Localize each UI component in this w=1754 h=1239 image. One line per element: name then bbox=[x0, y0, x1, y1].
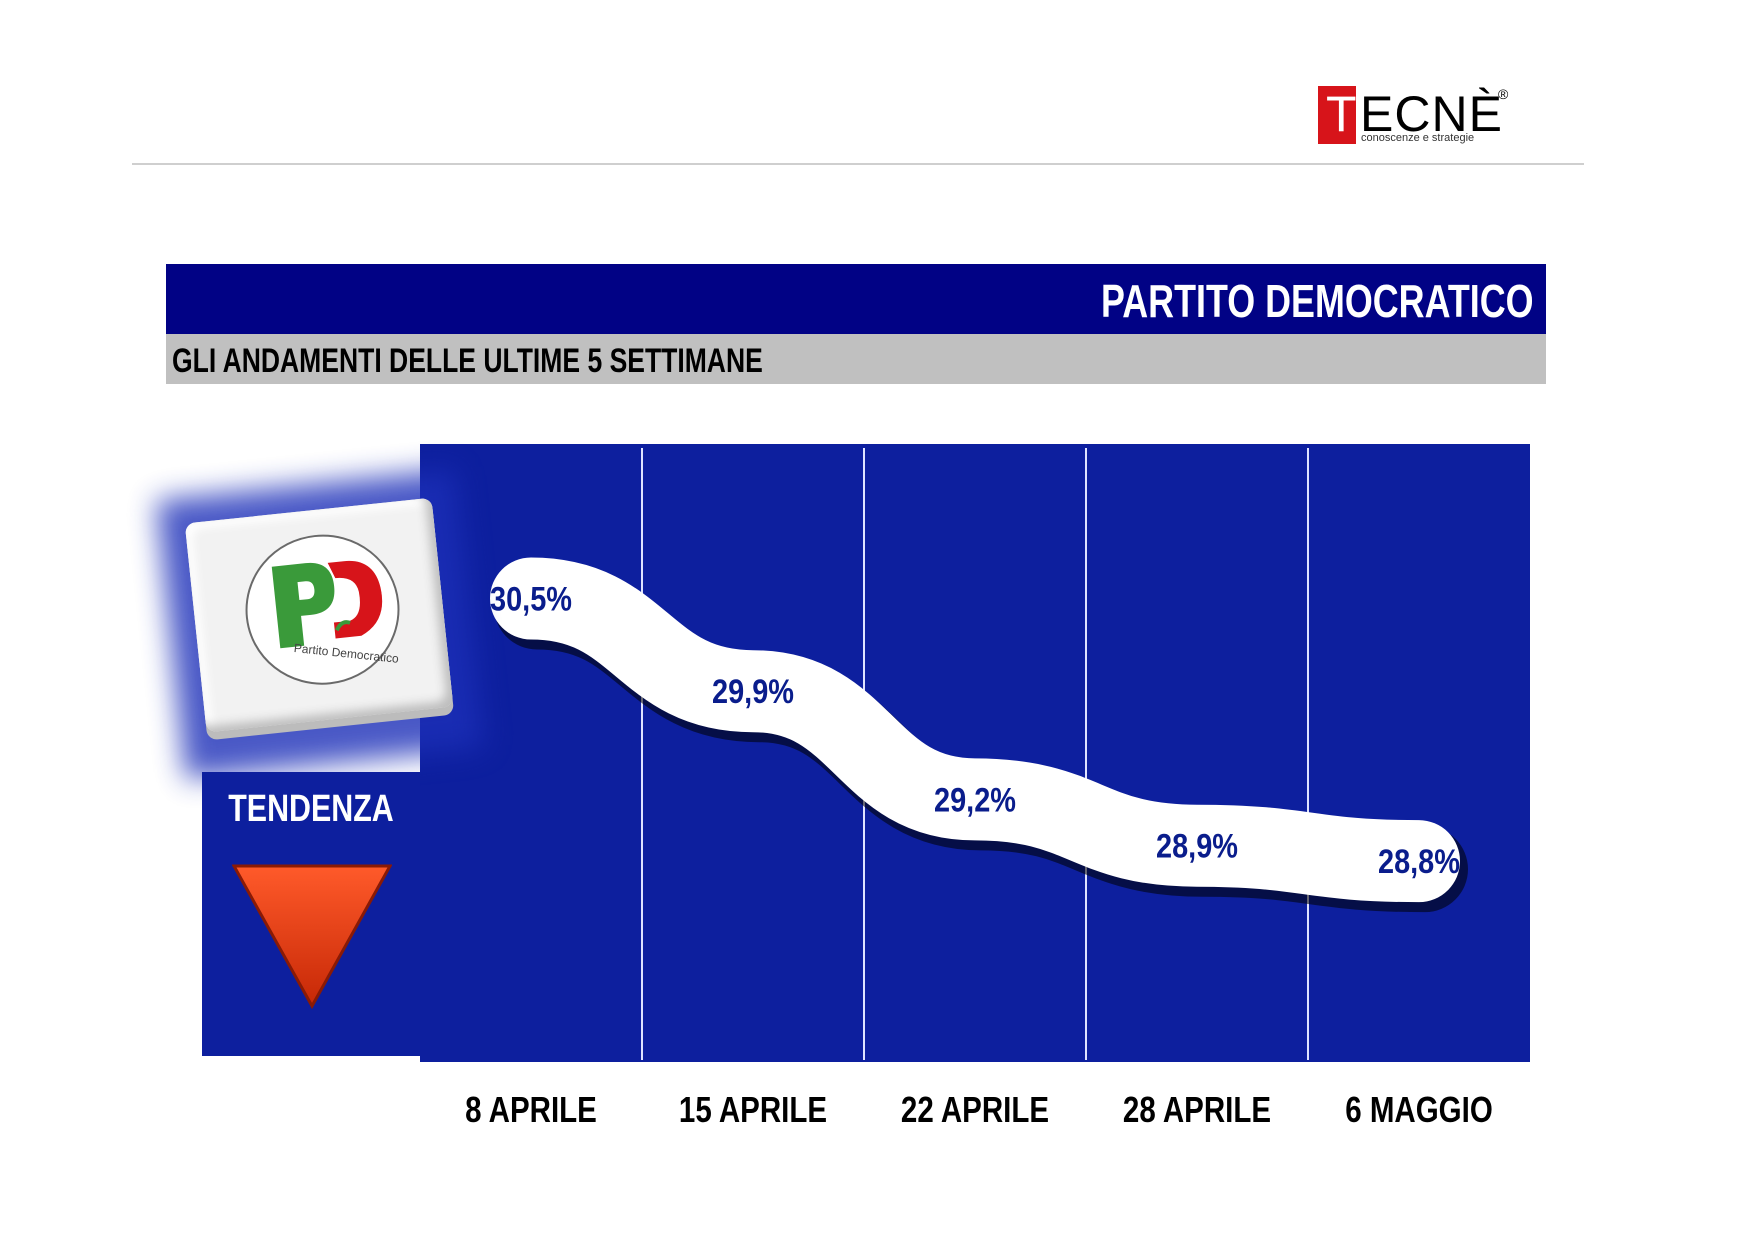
tecne-logo-letter: T bbox=[1326, 86, 1357, 142]
tendenza-label: TENDENZA bbox=[228, 788, 394, 830]
party-logo-face: Partito Democratico bbox=[184, 497, 454, 733]
trend-band bbox=[490, 557, 1460, 903]
tecne-tagline: conoscenze e strategie bbox=[1361, 132, 1475, 144]
value-label: 29,2% bbox=[934, 780, 1016, 819]
value-label: 30,5% bbox=[490, 579, 572, 618]
title-bar: PARTITO DEMOCRATICO bbox=[166, 264, 1546, 334]
header-divider bbox=[132, 163, 1584, 165]
down-arrow-icon bbox=[232, 864, 392, 1010]
tendenza-panel: TENDENZA bbox=[202, 772, 420, 1056]
registered-mark: ® bbox=[1498, 86, 1509, 102]
tecne-logo: T ECNÈ ® conoscenze e strategie bbox=[1318, 86, 1518, 148]
x-tick-label: 28 APRILE bbox=[1123, 1089, 1271, 1129]
x-tick-label: 8 APRILE bbox=[465, 1089, 597, 1129]
tecne-logo-name: ECNÈ bbox=[1360, 86, 1503, 142]
value-label: 28,8% bbox=[1378, 842, 1460, 881]
page-title: PARTITO DEMOCRATICO bbox=[1101, 275, 1534, 327]
value-label: 29,9% bbox=[712, 672, 794, 711]
subtitle-bar: GLI ANDAMENTI DELLE ULTIME 5 SETTIMANE bbox=[166, 334, 1546, 384]
page-subtitle: GLI ANDAMENTI DELLE ULTIME 5 SETTIMANE bbox=[172, 342, 763, 380]
x-tick-label: 15 APRILE bbox=[679, 1089, 827, 1129]
x-tick-label: 6 MAGGIO bbox=[1345, 1089, 1493, 1129]
tecne-logo-box bbox=[1318, 86, 1356, 144]
party-logo-card: Partito Democratico bbox=[156, 469, 484, 779]
plot-area bbox=[420, 444, 1530, 1062]
x-tick-label: 22 APRILE bbox=[901, 1089, 1049, 1129]
party-logo-icon: Partito Democratico bbox=[245, 534, 400, 685]
value-label: 28,9% bbox=[1156, 826, 1238, 865]
